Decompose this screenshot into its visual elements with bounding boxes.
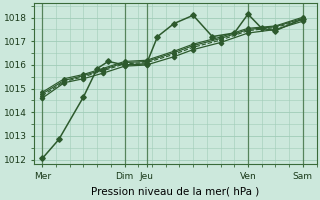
X-axis label: Pression niveau de la mer( hPa ): Pression niveau de la mer( hPa ): [91, 187, 260, 197]
